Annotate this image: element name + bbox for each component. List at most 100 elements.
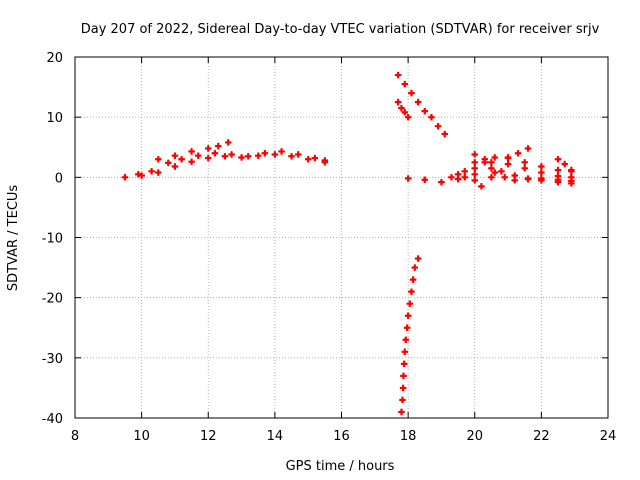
data-point [394,71,402,79]
data-point [538,163,545,170]
series-line [398,255,422,416]
data-point [225,139,232,146]
data-point [498,168,505,175]
data-point [421,107,428,115]
data-point [261,150,269,157]
data-point [504,154,512,161]
data-point [221,153,229,160]
data-point [400,372,407,380]
y-tick-label: -40 [42,412,63,427]
y-tick-label: -20 [42,292,63,307]
data-point [471,159,478,166]
data-point [434,122,442,130]
data-point [521,165,528,172]
data-point [148,168,155,175]
data-point [138,172,145,179]
data-point [399,384,407,392]
series-arc-a-high [155,139,232,163]
data-point [428,113,435,121]
data-point [514,150,522,157]
y-tick-label: 20 [46,51,63,66]
data-point [491,169,498,176]
data-point [511,177,518,184]
data-point [398,408,405,416]
series-line [155,139,232,163]
data-point [171,152,179,159]
series-line [394,71,448,138]
grid-layer [75,57,608,418]
x-tick-label: 8 [71,429,79,444]
data-point [538,175,545,182]
data-point [488,159,495,166]
data-point [404,175,412,182]
data-point [211,150,219,157]
data-point [311,154,319,162]
data-point [215,142,222,150]
data-point [471,171,478,178]
data-point [171,163,179,170]
data-point [438,178,445,186]
y-tick-label: 10 [46,111,63,126]
data-point [478,183,485,190]
data-point [406,300,413,307]
data-point [238,154,245,161]
data-point [394,98,402,106]
data-point [554,176,562,183]
data-point [399,396,406,404]
data-point [414,98,422,106]
series-arc-c-tail [554,156,575,174]
data-point [304,156,312,163]
data-point [321,157,329,164]
data-point [488,165,495,172]
data-point [521,159,528,166]
data-point [481,159,488,166]
data-point [178,156,185,163]
data-point [554,156,562,163]
data-point [245,153,252,160]
data-point [401,80,408,88]
y-tick-label: 0 [55,171,63,186]
data-point [414,255,422,262]
series-arc-b-short [394,98,412,121]
data-point [408,288,415,295]
series-arc-c-rise [454,145,532,178]
data-point [471,151,478,158]
data-point [454,171,462,178]
x-tick-label: 20 [466,429,483,444]
series-arc-a-mid [135,148,329,178]
data-point [504,160,512,168]
x-tick-label: 24 [600,429,617,444]
data-point [188,148,195,155]
x-tick-label: 14 [267,429,284,444]
y-axis-label: SDTVAR / TECUs [6,185,21,292]
data-point [294,151,302,158]
data-point [165,159,172,167]
data-point [488,174,495,181]
data-point [491,154,498,161]
series-arc-c-cross [471,151,575,185]
data-point [448,174,455,181]
data-point [403,324,411,331]
data-point [195,152,202,159]
data-point [404,312,412,319]
data-point [401,348,408,356]
data-point [501,174,508,181]
data-point [441,130,448,138]
data-point [471,177,478,184]
x-tick-label: 10 [133,429,150,444]
series-arc-d-drop [398,255,422,416]
data-point [255,152,262,159]
data-point [155,169,162,176]
y-tick-label: -30 [42,352,63,367]
data-point [401,109,408,116]
y-tick-label: -10 [42,232,63,247]
data-point [398,104,405,112]
data-point [278,148,285,155]
x-tick-label: 18 [400,429,417,444]
x-tick-label: 12 [200,429,217,444]
data-point [568,177,575,185]
x-tick-label: 22 [533,429,550,444]
chart-title: Day 207 of 2022, Sidereal Day-to-day VTE… [81,22,600,37]
series-arc-c-flat [404,160,575,186]
series-arc-b-upper [394,71,448,138]
